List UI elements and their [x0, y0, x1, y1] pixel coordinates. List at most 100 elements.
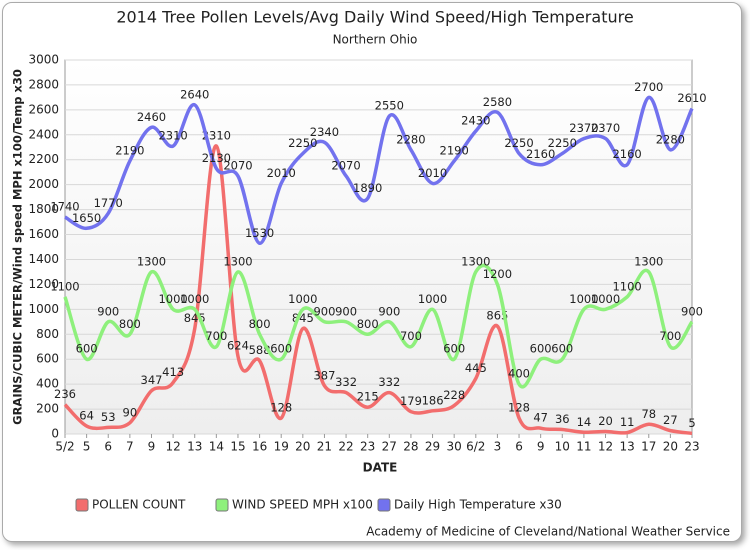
- data-label: 347: [141, 373, 163, 387]
- x-tick-label: 23: [360, 440, 375, 454]
- data-label: 413: [162, 365, 184, 379]
- x-tick-label: 19: [274, 440, 289, 454]
- data-label: 20: [598, 414, 613, 428]
- x-tick-label: 20: [663, 440, 678, 454]
- data-label: 1770: [94, 196, 123, 210]
- y-tick-label: 800: [36, 327, 59, 341]
- y-tick-label: 3000: [28, 53, 59, 67]
- data-label: 400: [508, 367, 530, 381]
- data-label: 2460: [137, 110, 166, 124]
- x-tick-label: 16: [252, 440, 267, 454]
- legend-label: WIND SPEED MPH x100: [232, 498, 373, 512]
- data-label: 700: [400, 329, 422, 343]
- data-label: 2370: [569, 121, 598, 135]
- data-label: 1100: [612, 279, 641, 293]
- data-label: 2280: [396, 132, 425, 146]
- data-label: 600: [443, 342, 465, 356]
- x-tick-label: 12: [165, 440, 180, 454]
- legend-swatch: [377, 498, 391, 512]
- y-tick-label: 0: [51, 427, 59, 441]
- data-label: 236: [54, 387, 76, 401]
- data-label: 2430: [461, 114, 490, 128]
- data-label: 1530: [245, 226, 274, 240]
- data-label: 1000: [569, 292, 598, 306]
- y-tick-label: 2600: [28, 102, 59, 116]
- data-label: 2310: [158, 129, 187, 143]
- y-tick-label: 1600: [28, 227, 59, 241]
- y-tick-label: 2400: [28, 127, 59, 141]
- data-label: 2610: [677, 91, 706, 105]
- data-label: 14: [577, 415, 592, 429]
- x-tick-label: 21: [317, 440, 332, 454]
- x-tick-label: 20: [295, 440, 310, 454]
- chart-title: 2014 Tree Pollen Levels/Avg Daily Wind S…: [116, 8, 633, 27]
- data-label: 387: [313, 368, 335, 382]
- x-axis-label: DATE: [363, 461, 398, 475]
- series-line: [63, 263, 694, 389]
- data-label: 2130: [202, 151, 231, 165]
- data-label: 53: [101, 410, 116, 424]
- data-label: 2070: [331, 158, 360, 172]
- data-label: 2250: [548, 136, 577, 150]
- x-tick-label: 9: [537, 440, 545, 454]
- data-label: 800: [357, 317, 379, 331]
- legend-swatch: [75, 498, 89, 512]
- x-tick-label: 12: [598, 440, 613, 454]
- data-label: 624: [227, 339, 249, 353]
- x-tick-label: 3: [494, 440, 502, 454]
- data-label: 2250: [504, 136, 533, 150]
- y-tick-label: 2800: [28, 77, 59, 91]
- data-label: 179: [400, 394, 422, 408]
- data-label: 1740: [50, 200, 79, 214]
- y-tick-label: 200: [36, 402, 59, 416]
- data-label: 128: [270, 401, 292, 415]
- data-label: 1300: [461, 254, 490, 268]
- data-label: 900: [313, 304, 335, 318]
- data-label: 1000: [288, 292, 317, 306]
- data-label: 800: [119, 317, 141, 331]
- data-label: 1890: [353, 181, 382, 195]
- data-label: 1300: [223, 254, 252, 268]
- data-label: 600: [76, 342, 98, 356]
- data-label: 27: [663, 413, 678, 427]
- data-label: 900: [335, 304, 357, 318]
- data-label: 2580: [483, 95, 512, 109]
- x-tick-label: 5: [83, 440, 91, 454]
- series-line: [64, 95, 694, 245]
- x-tick-label: 22: [338, 440, 353, 454]
- x-tick-label: 14: [209, 440, 224, 454]
- data-label: 1000: [591, 292, 620, 306]
- data-label: 900: [378, 304, 400, 318]
- y-tick-label: 2200: [28, 152, 59, 166]
- data-label: 128: [508, 401, 530, 415]
- data-label: 47: [533, 411, 548, 425]
- data-label: 1000: [180, 292, 209, 306]
- data-label: 2370: [591, 121, 620, 135]
- x-tick-label: 6: [104, 440, 112, 454]
- x-tick-label: 7: [126, 440, 134, 454]
- data-label: 215: [357, 390, 379, 404]
- x-tick-label: 13: [619, 440, 634, 454]
- data-label: 36: [555, 412, 570, 426]
- x-tick-label: 11: [576, 440, 591, 454]
- data-label: 2550: [375, 99, 404, 113]
- data-label: 332: [335, 375, 357, 389]
- source: Academy of Medicine of Cleveland/Nationa…: [366, 525, 730, 539]
- data-label: 1200: [483, 267, 512, 281]
- chart-subtitle: Northern Ohio: [333, 33, 418, 47]
- x-tick-label: 13: [187, 440, 202, 454]
- data-label: 2250: [288, 136, 317, 150]
- data-label: 5: [688, 416, 695, 430]
- y-axis-label: GRAINS/CUBIC METER/Wind speed MPH x100/T…: [11, 69, 25, 425]
- data-label: 445: [465, 361, 487, 375]
- data-label: 2280: [656, 132, 685, 146]
- data-label: 1100: [50, 279, 79, 293]
- data-label: 11: [620, 415, 635, 429]
- data-label: 600: [270, 342, 292, 356]
- x-tick-label: 5/2: [55, 440, 74, 454]
- legend-label: Daily High Temperature x30: [394, 498, 562, 512]
- data-label: 900: [681, 304, 703, 318]
- x-tick-label: 23: [684, 440, 699, 454]
- data-label: 2160: [612, 147, 641, 161]
